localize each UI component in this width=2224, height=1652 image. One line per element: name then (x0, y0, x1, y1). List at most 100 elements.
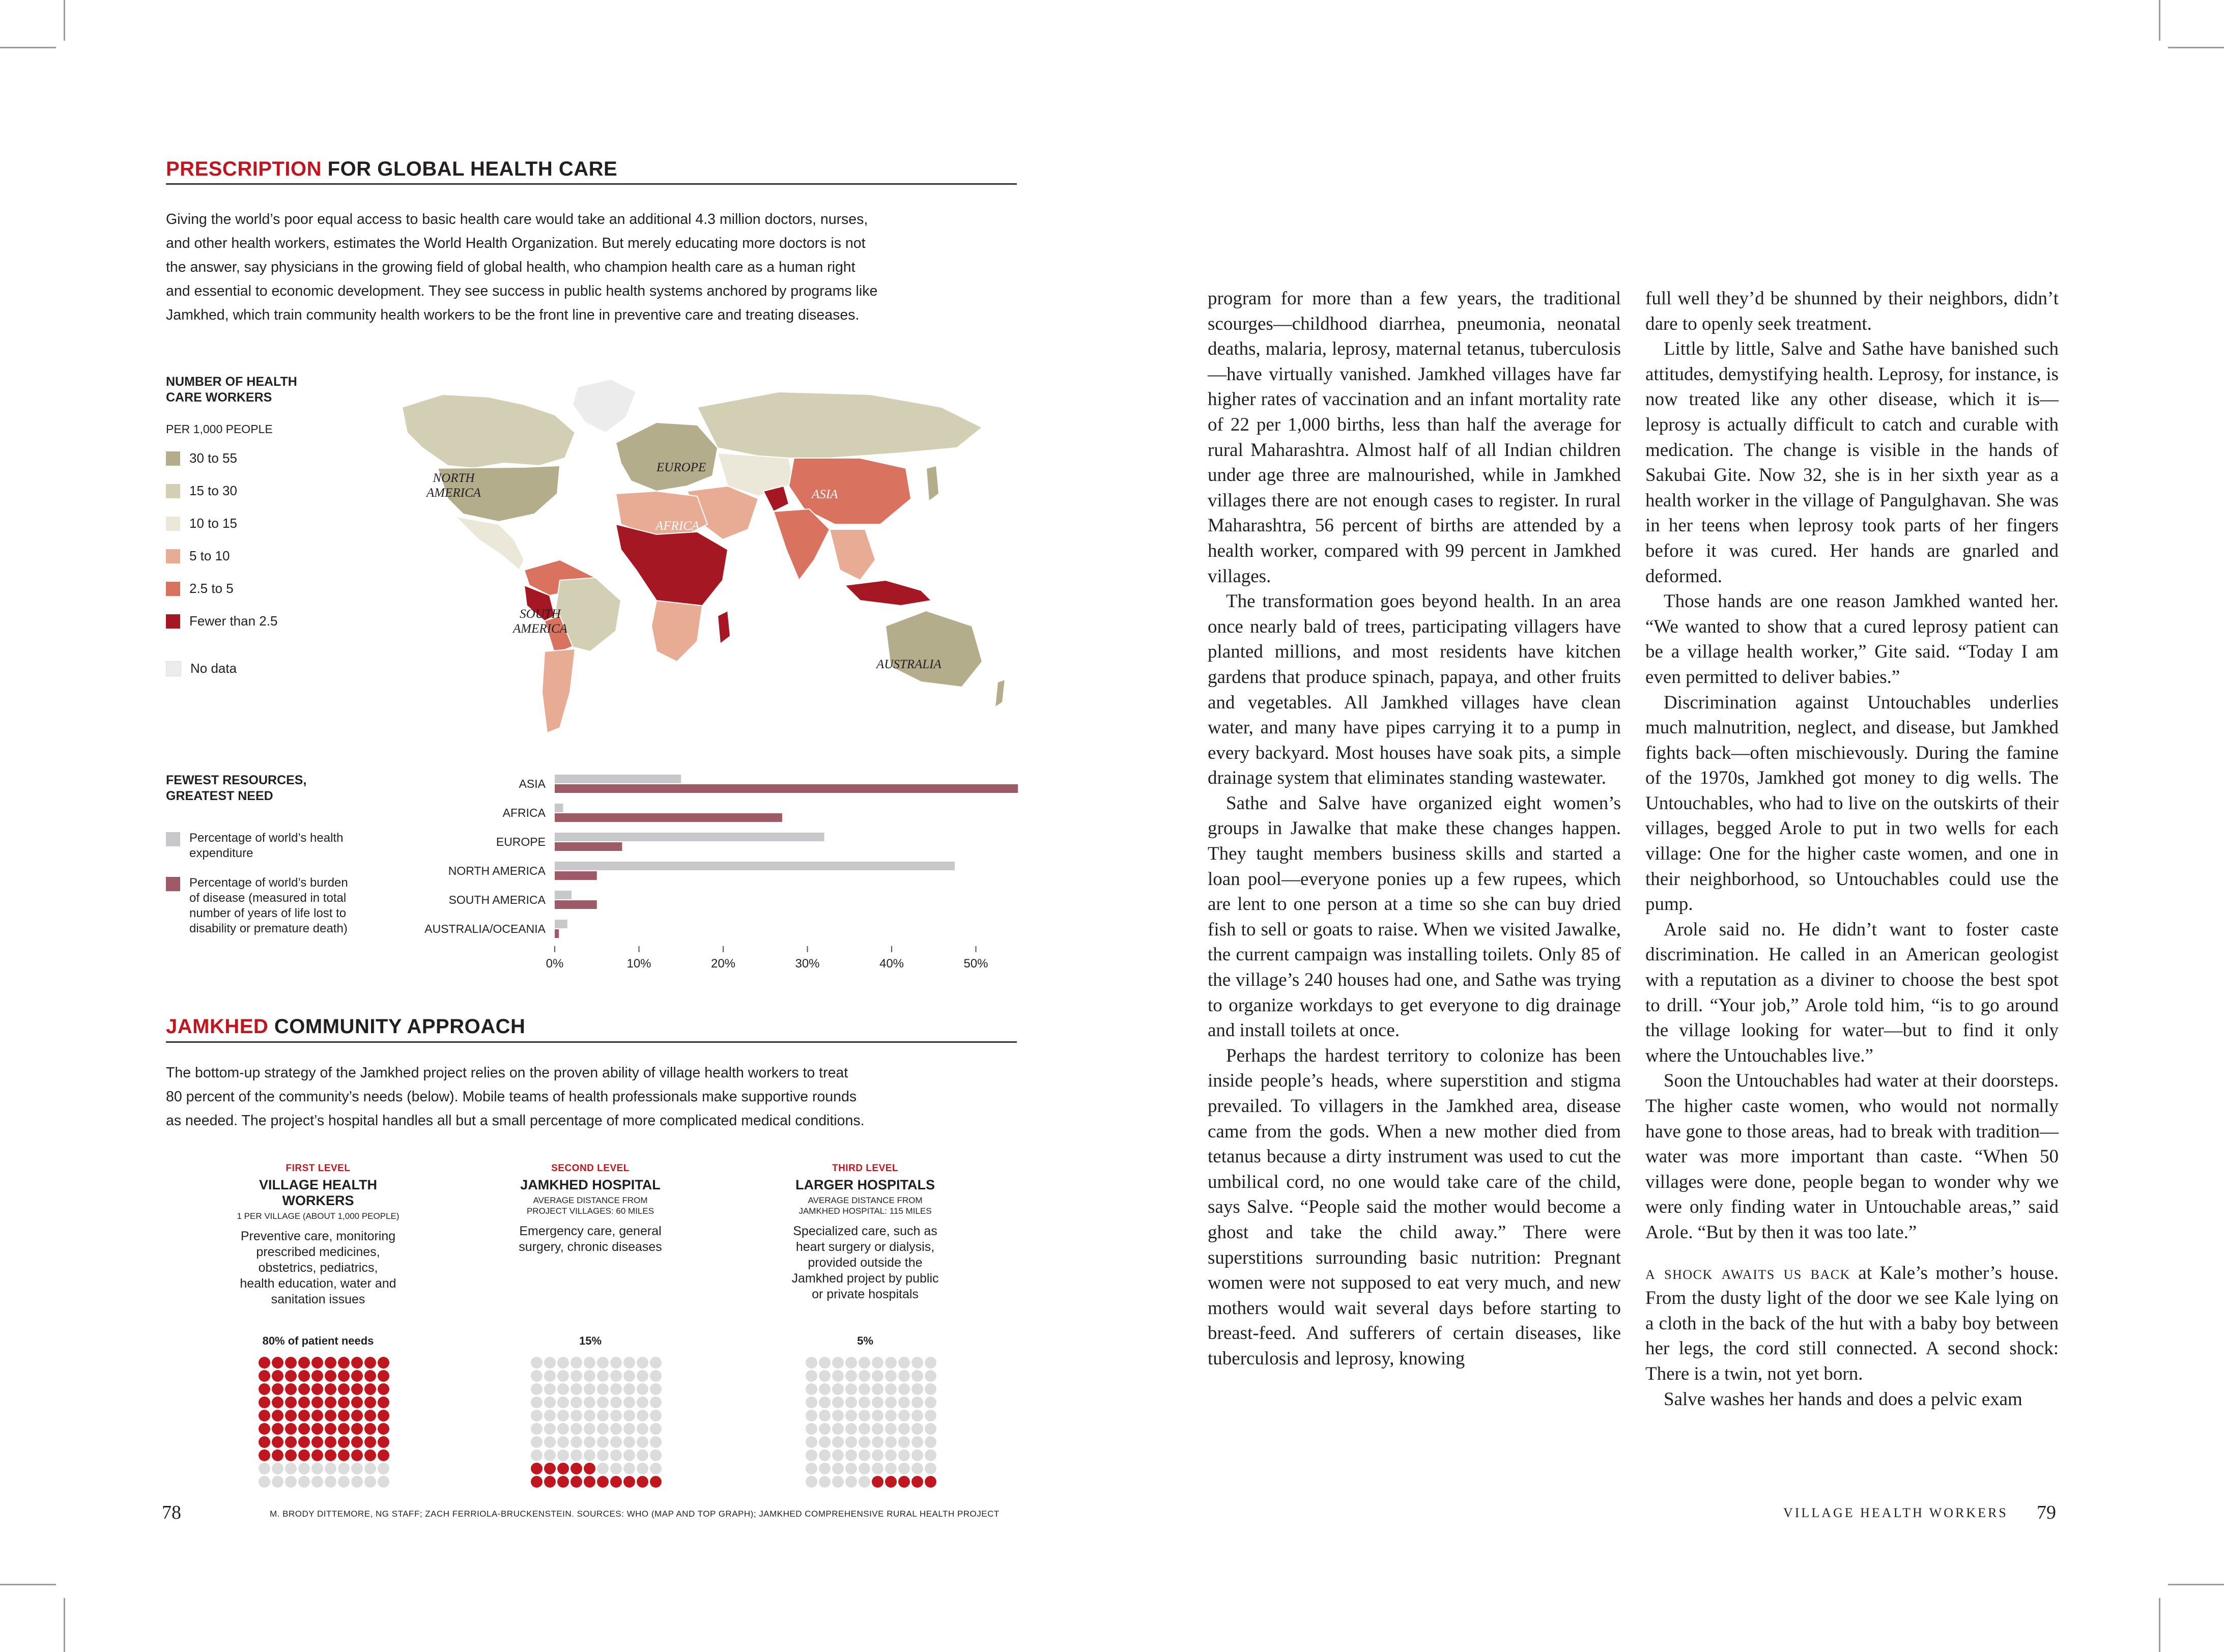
percent-dot (378, 1423, 389, 1435)
percent-dot (610, 1476, 622, 1488)
percent-dot (650, 1423, 662, 1435)
percent-dot (285, 1383, 297, 1395)
percent-dot (338, 1397, 350, 1408)
percent-dot (806, 1463, 817, 1474)
section-lead-rest: at Kale’s mother’s house. From the dusty… (1645, 1262, 2059, 1384)
percent-dot (544, 1463, 556, 1474)
percent-dot (806, 1397, 817, 1408)
percent-dot (351, 1463, 363, 1474)
percent-dot (859, 1370, 870, 1382)
legend-text-line: expenditure (189, 846, 253, 860)
percent-dot (650, 1449, 662, 1461)
percent-dot (885, 1463, 897, 1474)
percent-dot (610, 1383, 622, 1395)
percent-dot (351, 1410, 363, 1421)
legend-text-line: of disease (measured in total (189, 891, 347, 905)
percent-dot (845, 1436, 857, 1448)
percent-dot (832, 1357, 844, 1369)
percent-dot (325, 1410, 336, 1421)
percent-dot (325, 1397, 336, 1408)
percent-dot (364, 1476, 376, 1488)
percent-dot (597, 1370, 609, 1382)
care-level-column: FIRST LEVEL VILLAGE HEALTH WORKERS 1 PER VI… (201, 1163, 435, 1307)
percent-dot (272, 1410, 283, 1421)
level-kicker: SECOND LEVEL (551, 1163, 630, 1174)
percent-dot (650, 1397, 662, 1408)
percent-dot (351, 1423, 363, 1435)
crop-mark (0, 47, 56, 48)
intro-line: 80 percent of the community’s needs (bel… (166, 1089, 857, 1105)
map-legend-item: 30 to 55 (166, 450, 237, 466)
percent-dot (557, 1397, 569, 1408)
level-description: surgery, chronic diseases (519, 1240, 662, 1254)
percent-dot (571, 1423, 582, 1435)
level-description: heart surgery or dialysis, (795, 1240, 935, 1254)
percent-dot (298, 1370, 310, 1382)
percent-dot (925, 1397, 936, 1408)
percent-dot (571, 1397, 582, 1408)
bar-legend-title: FEWEST RESOURCES, GREATEST NEED (166, 773, 306, 804)
percent-dot (872, 1383, 883, 1395)
percent-dot (571, 1449, 582, 1461)
level-title: LARGER HOSPITALS (795, 1177, 935, 1192)
page-number-right: 79 (2037, 1502, 2056, 1523)
map-region-argentina (541, 648, 576, 734)
percent-dot (610, 1423, 622, 1435)
percent-dot (832, 1436, 844, 1448)
bar-disease-burden (555, 871, 597, 880)
crop-mark (64, 1598, 65, 1652)
percent-dot (285, 1397, 297, 1408)
percent-dot (364, 1397, 376, 1408)
percent-dot (325, 1423, 336, 1435)
level-description: Specialized care, such as (793, 1224, 937, 1238)
percent-dot (859, 1357, 870, 1369)
percent-dot (531, 1476, 543, 1488)
percent-dot (819, 1423, 831, 1435)
percent-dot (819, 1397, 831, 1408)
percent-dot (338, 1449, 350, 1461)
percent-dot (859, 1423, 870, 1435)
percent-dot (311, 1370, 323, 1382)
percent-dot (338, 1423, 350, 1435)
percent-dot (272, 1357, 283, 1369)
percent-dot (885, 1397, 897, 1408)
bar-expenditure (555, 891, 572, 899)
percent-dot (259, 1423, 270, 1435)
legend-swatch (166, 581, 180, 596)
percent-dot (285, 1463, 297, 1474)
percent-dot (378, 1463, 389, 1474)
level-subtitle: PROJECT VILLAGES: 60 MILES (526, 1206, 654, 1216)
percent-dot (650, 1476, 662, 1488)
bar-expenditure (555, 804, 563, 812)
map-region-north-africa (615, 490, 708, 535)
map-label-south-america: SOUTH AMERICA (513, 607, 567, 636)
percent-dot (845, 1397, 857, 1408)
percent-dot (325, 1436, 336, 1448)
percent-dot (637, 1423, 648, 1435)
percent-dot (806, 1423, 817, 1435)
percent-dot (650, 1463, 662, 1474)
percent-dot (364, 1410, 376, 1421)
percent-dot (311, 1436, 323, 1448)
percent-dot (378, 1476, 389, 1488)
percent-dot (911, 1463, 923, 1474)
map-region-canada (401, 393, 576, 469)
percent-dot (285, 1476, 297, 1488)
percent-dot (623, 1357, 635, 1369)
percent-dot (325, 1357, 336, 1369)
percent-dot (571, 1476, 582, 1488)
legend-swatch (166, 877, 180, 891)
crop-mark (64, 0, 65, 41)
percent-dot (819, 1449, 831, 1461)
percent-dot (259, 1383, 270, 1395)
percent-dot (311, 1476, 323, 1488)
percent-dot (845, 1423, 857, 1435)
percent-dot (285, 1449, 297, 1461)
section-heading-prescription: PRESCRIPTION FOR GLOBAL HEALTH CARE (166, 158, 617, 181)
map-region-europe (615, 421, 719, 492)
bar-legend-title-line: GREATEST NEED (166, 789, 273, 803)
percent-dot (845, 1449, 857, 1461)
percent-dot (597, 1410, 609, 1421)
body-column-2: full well they’d be shunned by their nei… (1645, 286, 2059, 1412)
percent-dot (832, 1383, 844, 1395)
